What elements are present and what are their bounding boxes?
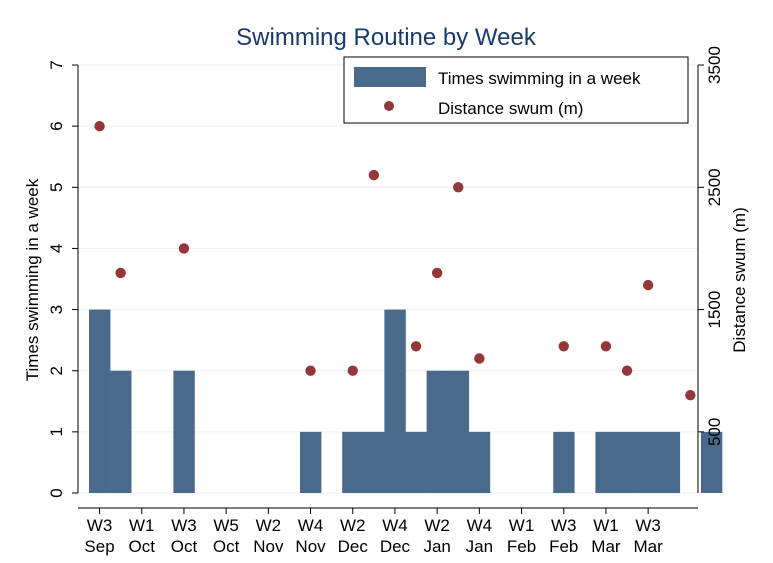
scatter-point	[621, 365, 633, 376]
bar	[405, 431, 427, 493]
y2-tick-label: 3500	[705, 46, 724, 84]
legend-bar-label: Times swimming in a week	[438, 69, 641, 88]
x-tick-week: W3	[87, 516, 113, 535]
x-tick-week: W4	[382, 516, 408, 535]
bar	[300, 431, 322, 493]
scatter-point	[431, 267, 443, 279]
scatter-point	[558, 341, 569, 352]
y-tick-label: 2	[47, 366, 66, 375]
y2-axis-label: Distance swum (m)	[730, 207, 749, 352]
x-tick-week: W4	[298, 516, 324, 535]
scatter-point	[178, 243, 190, 254]
bar	[89, 309, 111, 493]
x-tick-month: Mar	[634, 537, 664, 556]
y-tick-label: 7	[47, 60, 66, 69]
scatter-point	[453, 182, 464, 193]
y2-tick-label: 1500	[705, 291, 724, 329]
x-tick-month: Oct	[213, 537, 240, 556]
bar	[447, 370, 470, 493]
x-tick-month: Nov	[253, 537, 284, 556]
y-tick-label: 1	[47, 427, 66, 436]
bar	[426, 370, 448, 493]
x-tick-week: W3	[551, 516, 577, 535]
x-tick-month: Mar	[591, 537, 621, 556]
bar	[700, 431, 723, 493]
legend-bar-swatch	[354, 67, 426, 87]
scatter-point	[600, 341, 612, 352]
scatter-series	[94, 120, 696, 401]
x-tick-month: Oct	[129, 537, 156, 556]
x-tick-week: W2	[424, 516, 450, 535]
x-tick-week: W5	[213, 516, 239, 535]
legend: Times swimming in a week Distance swum (…	[343, 56, 689, 124]
x-tick-month: Sep	[84, 537, 114, 556]
bar	[110, 370, 132, 493]
x-tick-week: W1	[129, 516, 155, 535]
bar	[637, 431, 659, 493]
x-tick-month: Dec	[380, 537, 411, 556]
x-tick-week: W1	[509, 516, 535, 535]
x-tick-month: Nov	[295, 537, 326, 556]
scatter-point	[474, 353, 485, 364]
y-tick-label: 3	[47, 305, 66, 314]
x-tick-week: W4	[467, 516, 493, 535]
bar	[384, 309, 406, 493]
bar	[595, 431, 617, 493]
bar	[342, 431, 364, 493]
y-axis-label: Times swimming in a week	[23, 178, 42, 381]
x-tick-month: Jan	[466, 537, 493, 556]
y2-tick-label: 2500	[705, 168, 724, 206]
scatter-point	[410, 341, 422, 352]
x-tick-week: W2	[340, 516, 366, 535]
legend-dot-swatch	[384, 101, 394, 111]
y2-tick-label: 500	[705, 418, 724, 446]
scatter-point	[94, 120, 105, 132]
x-tick-week: W3	[171, 516, 197, 535]
bar	[173, 370, 195, 493]
scatter-point	[347, 365, 358, 376]
chart-title: Swimming Routine by Week	[236, 24, 537, 51]
scatter-point	[685, 389, 696, 401]
bar	[468, 431, 491, 493]
bar	[363, 431, 385, 493]
x-tick-month: Feb	[507, 537, 536, 556]
bar-series	[89, 309, 723, 493]
scatter-point	[642, 279, 654, 291]
x-tick-month: Feb	[549, 537, 578, 556]
legend-dot-label: Distance swum (m)	[438, 99, 583, 118]
y-tick-label: 5	[47, 183, 66, 192]
bar	[658, 431, 681, 493]
x-tick-week: W2	[256, 516, 282, 535]
x-tick-month: Oct	[171, 537, 198, 556]
scatter-point	[305, 365, 316, 376]
y-tick-label: 4	[47, 244, 66, 253]
bar	[553, 431, 575, 493]
y-tick-label: 0	[47, 488, 66, 497]
x-tick-week: W1	[593, 516, 619, 535]
y-tick-label: 6	[47, 121, 66, 130]
x-tick-week: W3	[635, 516, 661, 535]
bar	[616, 431, 638, 493]
x-tick-month: Jan	[423, 537, 450, 556]
axes: 0 1 2 3 4 5 6 7 500 1500 2500 3500 W3 Sep W1 Oct W3 Oct W5…	[47, 46, 724, 556]
x-tick-month: Dec	[338, 537, 369, 556]
scatter-point	[368, 169, 380, 181]
scatter-point	[115, 267, 126, 279]
